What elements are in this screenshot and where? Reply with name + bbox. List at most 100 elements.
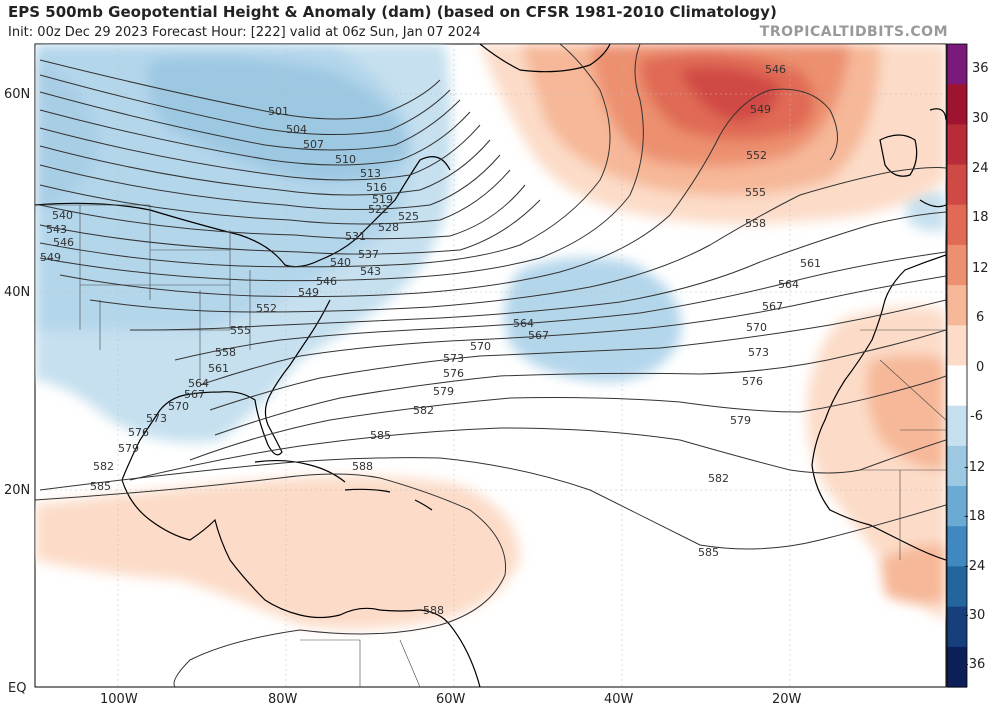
svg-text:-24: -24 (964, 559, 985, 574)
svg-text:549: 549 (40, 251, 61, 264)
svg-text:576: 576 (742, 375, 763, 388)
svg-text:561: 561 (800, 257, 821, 270)
svg-text:573: 573 (146, 412, 167, 425)
political-borders (35, 204, 946, 687)
svg-text:567: 567 (528, 329, 549, 342)
height-contours (35, 44, 946, 687)
colorbar-labels: 36 30 24 18 12 6 0 -6 -12 -18 -24 -30 -3… (964, 61, 989, 672)
svg-text:30: 30 (972, 111, 989, 126)
svg-text:573: 573 (443, 352, 464, 365)
svg-text:0: 0 (976, 360, 984, 375)
svg-text:513: 513 (360, 167, 381, 180)
svg-text:507: 507 (303, 138, 324, 151)
contour-labels: 501 504 507 510 513 516 519 522 525 528 … (40, 63, 821, 617)
colorbar-swatch (947, 566, 967, 608)
svg-text:543: 543 (46, 223, 67, 236)
svg-text:537: 537 (358, 248, 379, 261)
svg-text:582: 582 (708, 472, 729, 485)
coastlines (35, 44, 946, 687)
svg-text:-6: -6 (970, 409, 983, 424)
svg-text:585: 585 (370, 429, 391, 442)
svg-text:588: 588 (352, 460, 373, 473)
svg-text:36: 36 (972, 61, 989, 76)
svg-text:576: 576 (128, 426, 149, 439)
svg-text:576: 576 (443, 367, 464, 380)
svg-text:549: 549 (750, 103, 771, 116)
svg-text:522: 522 (368, 203, 389, 216)
colorbar-swatch (947, 164, 967, 206)
svg-text:516: 516 (366, 181, 387, 194)
svg-text:558: 558 (745, 217, 766, 230)
svg-text:579: 579 (730, 414, 751, 427)
svg-text:546: 546 (765, 63, 786, 76)
svg-text:12: 12 (972, 261, 989, 276)
svg-text:564: 564 (778, 278, 799, 291)
colorbar-swatch (947, 526, 967, 568)
svg-text:564: 564 (188, 377, 209, 390)
svg-text:-30: -30 (964, 608, 985, 623)
colorbar (946, 43, 968, 688)
colorbar-swatch (947, 285, 967, 326)
svg-text:552: 552 (256, 302, 277, 315)
svg-text:552: 552 (746, 149, 767, 162)
svg-text:573: 573 (748, 346, 769, 359)
svg-text:-12: -12 (964, 460, 985, 475)
svg-text:570: 570 (470, 340, 491, 353)
svg-text:EQ: EQ (8, 681, 26, 696)
svg-text:570: 570 (746, 321, 767, 334)
colorbar-swatch (947, 365, 967, 407)
colorbar-swatch (947, 44, 967, 85)
svg-text:540: 540 (330, 256, 351, 269)
svg-text:40N: 40N (4, 285, 30, 300)
svg-text:579: 579 (118, 442, 139, 455)
svg-text:60W: 60W (436, 692, 466, 707)
svg-text:510: 510 (335, 153, 356, 166)
latitude-labels: 60N 40N 20N EQ (4, 87, 30, 696)
svg-text:531: 531 (345, 230, 366, 243)
svg-text:579: 579 (433, 385, 454, 398)
colorbar-swatch (947, 646, 967, 688)
svg-text:570: 570 (168, 400, 189, 413)
svg-text:558: 558 (215, 346, 236, 359)
svg-text:6: 6 (976, 310, 984, 325)
chart-title: EPS 500mb Geopotential Height & Anomaly … (8, 3, 777, 21)
svg-text:60N: 60N (4, 87, 30, 102)
svg-text:546: 546 (316, 275, 337, 288)
svg-text:24: 24 (972, 161, 989, 176)
colorbar-swatch (947, 486, 967, 527)
svg-text:567: 567 (762, 300, 783, 313)
svg-text:501: 501 (268, 105, 289, 118)
svg-text:567: 567 (184, 388, 205, 401)
colorbar-swatch (947, 405, 967, 447)
svg-text:525: 525 (398, 210, 419, 223)
svg-text:555: 555 (230, 324, 251, 337)
site-watermark: TROPICALTIDBITS.COM (759, 24, 948, 40)
svg-text:585: 585 (698, 546, 719, 559)
svg-text:582: 582 (93, 460, 114, 473)
colorbar-swatch (947, 124, 967, 166)
svg-text:582: 582 (413, 404, 434, 417)
svg-text:20N: 20N (4, 483, 30, 498)
colorbar-swatch (947, 606, 967, 648)
svg-text:546: 546 (53, 236, 74, 249)
colorbar-swatch (947, 445, 967, 487)
svg-text:519: 519 (372, 193, 393, 206)
svg-text:543: 543 (360, 265, 381, 278)
svg-text:588: 588 (423, 604, 444, 617)
svg-text:504: 504 (286, 123, 307, 136)
init-valid-time: Init: 00z Dec 29 2023 Forecast Hour: [22… (8, 25, 481, 40)
colorbar-frame (946, 43, 968, 688)
svg-text:528: 528 (378, 221, 399, 234)
svg-text:564: 564 (513, 317, 534, 330)
svg-text:555: 555 (745, 186, 766, 199)
positive-anomaly-shading (35, 44, 946, 629)
svg-text:40W: 40W (604, 692, 634, 707)
colorbar-swatch (947, 84, 967, 125)
svg-text:585: 585 (90, 480, 111, 493)
svg-text:18: 18 (972, 210, 989, 225)
colorbar-swatch (947, 244, 967, 286)
svg-text:-36: -36 (964, 657, 985, 672)
colorbar-swatch (947, 204, 967, 246)
svg-text:561: 561 (208, 362, 229, 375)
